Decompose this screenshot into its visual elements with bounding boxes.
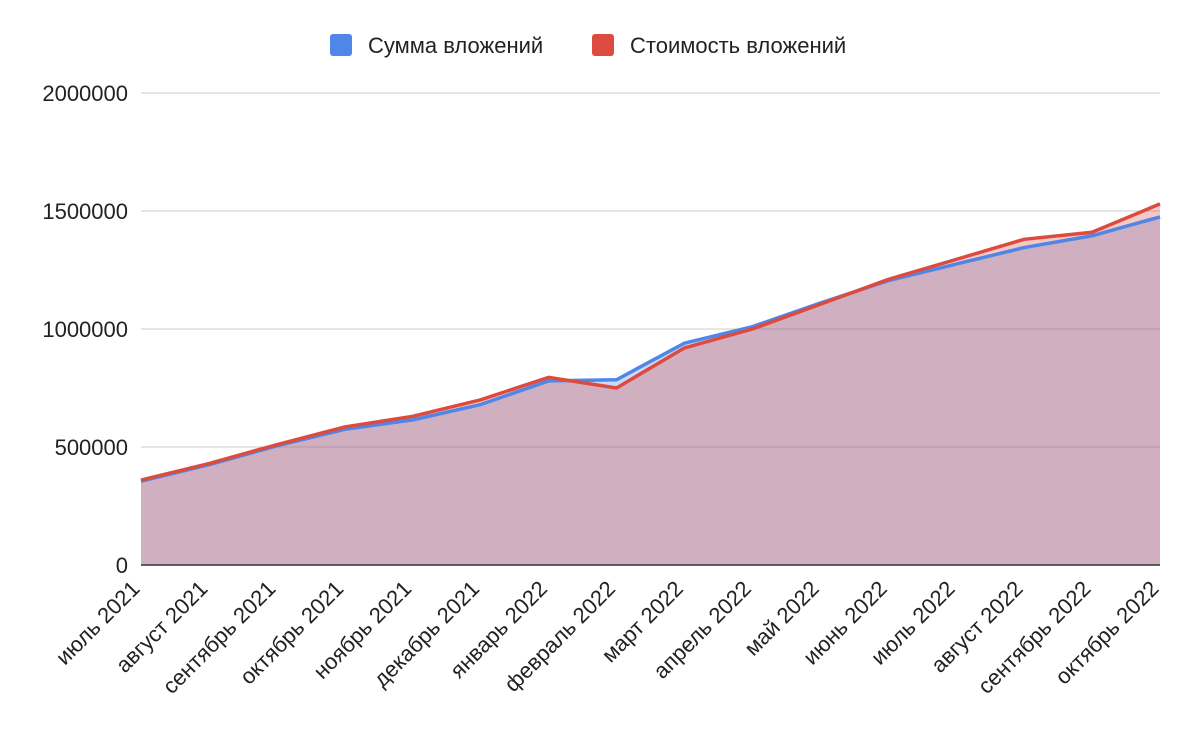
series-area <box>141 203 1160 566</box>
y-tick-label: 1500000 <box>42 199 128 224</box>
legend-swatch-sum <box>330 34 352 56</box>
legend-swatch-value <box>592 34 614 56</box>
y-axis-ticks: 0 500000 1000000 1500000 2000000 <box>42 81 128 578</box>
legend: Сумма вложений Стоимость вложений <box>330 33 846 58</box>
y-tick-label: 2000000 <box>42 81 128 106</box>
y-tick-label: 1000000 <box>42 317 128 342</box>
series-area <box>141 216 1160 565</box>
series-line <box>140 202 1161 482</box>
legend-label-sum: Сумма вложений <box>368 33 543 58</box>
series-areas <box>141 203 1160 566</box>
y-tick-label: 0 <box>116 553 128 578</box>
legend-label-value: Стоимость вложений <box>630 33 846 58</box>
y-tick-label: 500000 <box>55 435 128 460</box>
gridlines <box>141 92 1160 448</box>
series-lines <box>140 202 1161 566</box>
